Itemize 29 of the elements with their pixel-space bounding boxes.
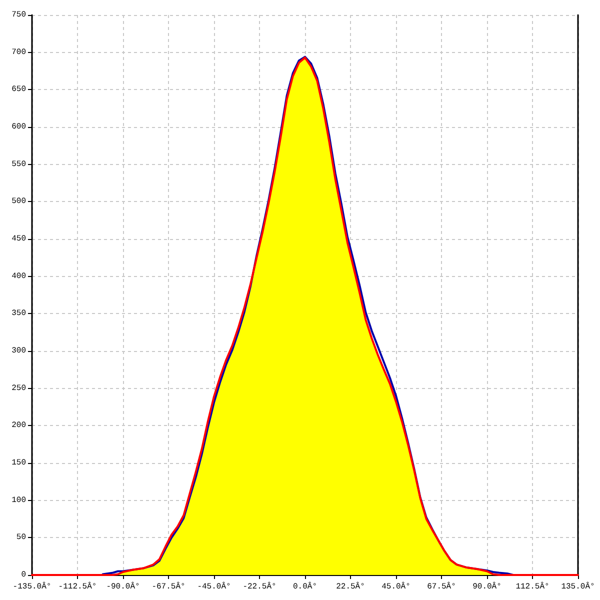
y-tick-label: 100 bbox=[12, 496, 26, 505]
y-tick-label: 700 bbox=[12, 48, 26, 57]
y-tick-label: 150 bbox=[12, 458, 26, 468]
x-tick-label: 112.5Â° bbox=[516, 582, 550, 592]
y-tick-label: 450 bbox=[12, 234, 26, 244]
x-tick-label: -45.0Â° bbox=[197, 582, 231, 592]
x-tick-label: -90.0Â° bbox=[106, 582, 140, 592]
y-tick-label: 650 bbox=[12, 85, 26, 94]
y-tick-label: 500 bbox=[12, 197, 26, 206]
y-tick-label: 0 bbox=[21, 570, 26, 580]
y-tick-label: 600 bbox=[12, 122, 26, 132]
x-tick-label: 45.0Â° bbox=[382, 582, 410, 592]
y-tick-label: 200 bbox=[12, 421, 26, 430]
x-tick-label: -67.5Â° bbox=[152, 582, 186, 592]
x-tick-label: 90.0Â° bbox=[472, 582, 502, 592]
y-tick-label: 300 bbox=[12, 346, 26, 356]
x-tick-label: -22.5Â° bbox=[242, 582, 276, 592]
y-tick-label: 250 bbox=[12, 384, 26, 393]
x-tick-label: -135.0Â° bbox=[12, 582, 52, 592]
x-tick-label: -112.5Â° bbox=[58, 582, 97, 592]
y-tick-label: 50 bbox=[16, 533, 26, 542]
x-tick-label: 22.5Â° bbox=[336, 582, 365, 592]
x-tick-label: 135.0Â° bbox=[561, 582, 595, 592]
x-tick-label: 67.5Â° bbox=[427, 582, 456, 592]
y-tick-label: 750 bbox=[12, 10, 26, 20]
y-tick-label: 350 bbox=[12, 309, 26, 318]
x-tick-label: 0.0Â° bbox=[292, 582, 318, 592]
y-tick-label: 400 bbox=[12, 272, 26, 281]
y-tick-label: 550 bbox=[12, 160, 26, 169]
